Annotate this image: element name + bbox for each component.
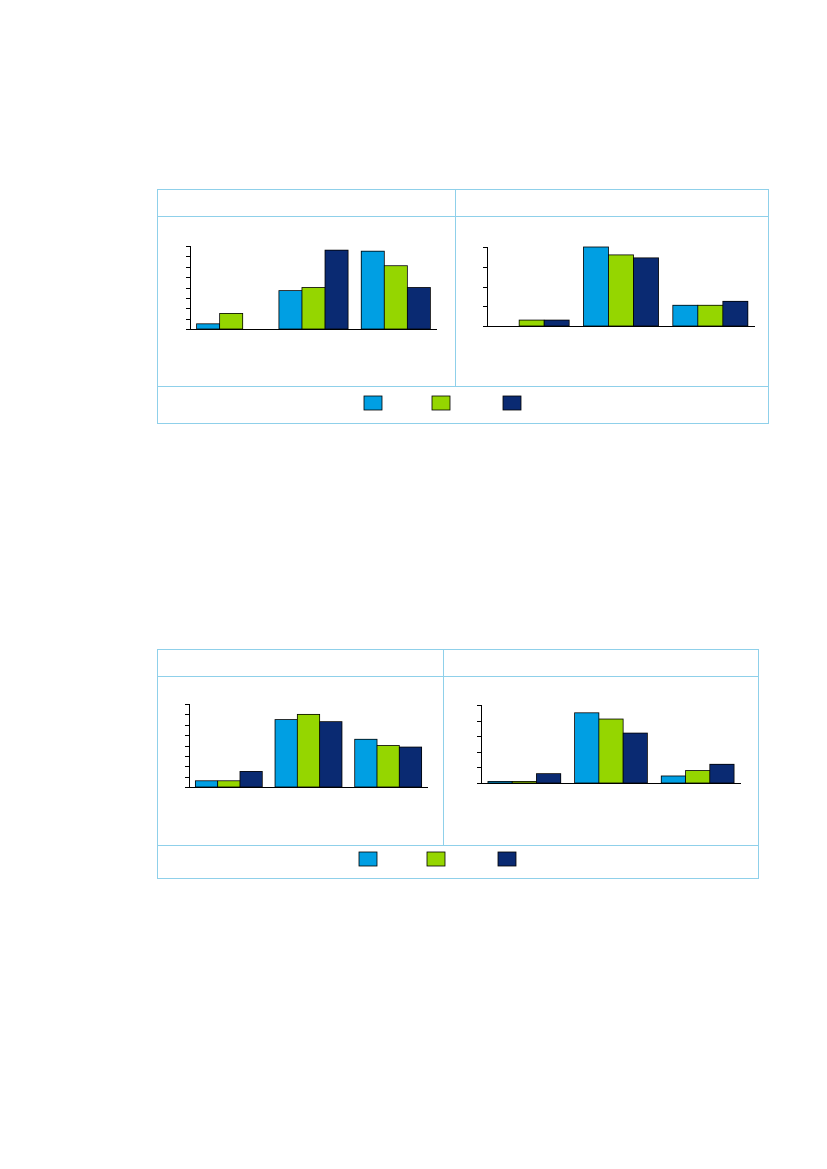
bar bbox=[685, 770, 711, 784]
bar bbox=[598, 718, 624, 784]
bar bbox=[354, 738, 378, 788]
bar bbox=[376, 745, 400, 788]
bar bbox=[622, 732, 648, 784]
bar bbox=[239, 771, 263, 788]
legend-swatch bbox=[426, 851, 446, 867]
bar bbox=[672, 304, 699, 327]
bar bbox=[196, 323, 221, 330]
bar bbox=[406, 287, 431, 330]
bar bbox=[319, 721, 343, 788]
legend-swatch bbox=[431, 395, 451, 411]
panel-frame bbox=[157, 649, 759, 879]
bar bbox=[301, 287, 326, 330]
bar bbox=[194, 780, 219, 788]
bar bbox=[296, 713, 321, 788]
legend-swatch bbox=[502, 395, 522, 411]
bar bbox=[583, 246, 609, 327]
panel-bottom bbox=[157, 649, 759, 879]
bar bbox=[518, 319, 545, 327]
bar bbox=[217, 780, 241, 788]
panel-top bbox=[157, 189, 769, 424]
bar bbox=[324, 249, 349, 330]
bar bbox=[398, 746, 423, 788]
bar bbox=[722, 300, 749, 327]
bar bbox=[574, 712, 600, 784]
bar bbox=[360, 250, 385, 330]
bar bbox=[274, 719, 298, 788]
bar bbox=[660, 775, 686, 784]
bar bbox=[633, 257, 659, 327]
bar bbox=[543, 319, 570, 327]
bar bbox=[278, 290, 303, 330]
bar bbox=[219, 313, 244, 330]
bar bbox=[511, 781, 537, 784]
bar bbox=[383, 265, 408, 330]
bar bbox=[697, 304, 724, 327]
legend-swatch bbox=[358, 851, 378, 867]
bar bbox=[608, 254, 634, 327]
legend-swatch bbox=[363, 395, 383, 411]
bar bbox=[487, 781, 513, 784]
legend-swatch bbox=[497, 851, 517, 867]
bar bbox=[536, 773, 562, 784]
panel-frame bbox=[157, 189, 769, 424]
bar bbox=[709, 763, 735, 784]
